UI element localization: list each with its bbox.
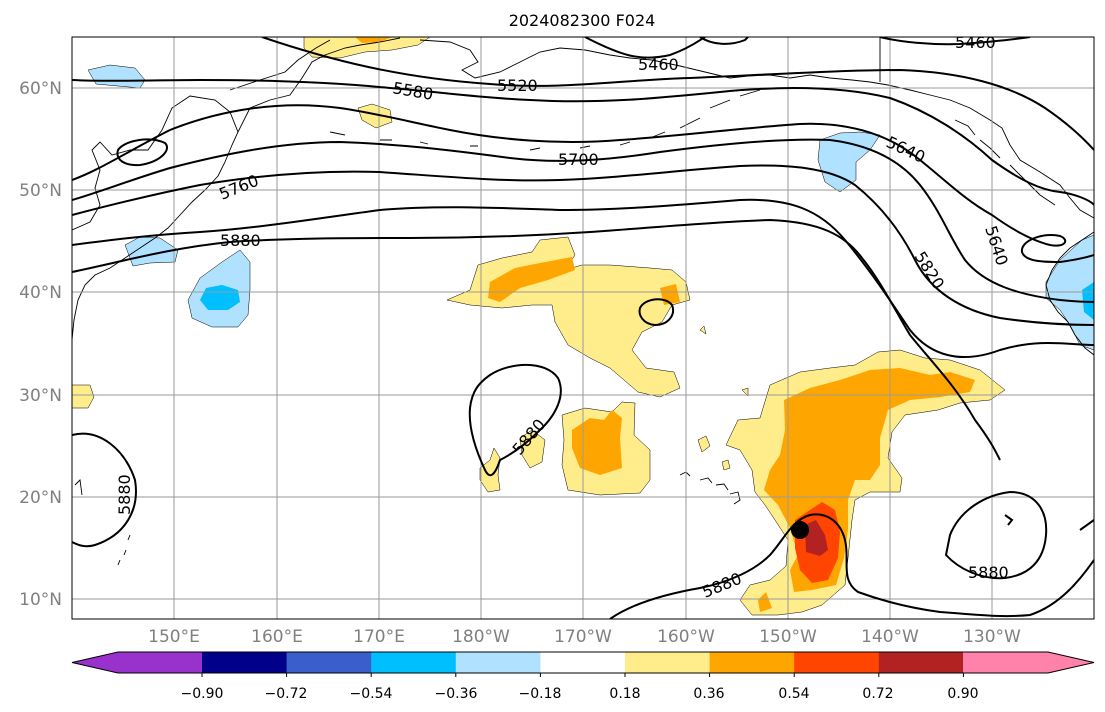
map-area: 5460 5460 5520 5580 5640 5640 5700 5760 … [72,33,1094,619]
colorbar-extend-low [72,652,118,673]
contour-5880-small-circle [638,298,674,327]
contour-5520 [261,37,1094,151]
coast-alaska-peninsula [651,59,889,86]
map-frame [71,36,1095,620]
colorbar-segment [118,652,202,673]
contour-5820 [72,198,1094,358]
yellow-area-west-edge [72,384,95,409]
orange-spot-south [758,592,772,612]
contour-5880-loop-left [72,432,137,548]
lon-label: 170°E [353,627,405,647]
yellow-area-small-north [357,103,393,129]
colorbar-tick-label: 0.72 [862,686,893,702]
colorbar-tick-label: 0.90 [947,686,978,702]
contour-5460 [584,37,706,59]
lon-label: 150°W [759,627,817,647]
contour-5700 [72,138,1094,303]
colorbar-segment [625,652,711,673]
colorbar-segment [540,652,626,673]
contour-5640 [72,104,1094,264]
colorbar-segment [963,652,1048,673]
small-yellow-islands [697,325,749,471]
orange-area-central-north [488,257,575,302]
coast-alaska-west [419,39,653,79]
coast-aleutians [329,89,761,151]
coast-bc-islands [954,119,1056,206]
blue-area-bering [87,64,146,89]
colorbar-segment [455,652,541,673]
contour-5760 [72,164,1094,326]
contour-5460-loop [699,37,749,45]
lon-label: 180°W [452,627,510,647]
colorbar-segment [794,652,880,673]
colorbar-segment [286,652,372,673]
colorbar-tick-label: −0.36 [435,686,478,702]
lon-label: 160°E [251,627,303,647]
contour-label: 5460 [955,33,996,52]
coast-alaska-gulf [887,84,1094,219]
chart-title: 2024082300 F024 [509,11,656,30]
colorbar-tick-label: −0.18 [519,686,562,702]
orange-area-central-south [572,410,622,475]
contour-label: 5880 [115,474,134,515]
colorbar-segments [71,651,1095,677]
blue-core-west-pacific [200,285,240,310]
contour-label: 5880 [220,231,261,250]
contour-5460-east [879,37,1031,46]
longitude-labels: 150°E 160°E 170°E 180°W 170°W 160°W 150°… [148,627,1021,647]
colorbar-tick-label: −0.90 [181,686,224,702]
contour-label: 5700 [558,150,599,169]
coast-kurils [74,479,131,566]
coastlines [72,37,1094,566]
colorbar-extend-high [1048,652,1094,673]
colorbar-tick-label: −0.72 [265,686,308,702]
lat-label: 50°N [19,181,62,201]
lon-label: 130°W [963,627,1021,647]
coast-chukotka [229,39,331,91]
contour-label: 5520 [497,76,538,95]
lon-label: 160°W [657,627,715,647]
lat-label: 40°N [19,283,62,303]
colorbar-tick-label: 0.54 [778,686,809,702]
colorbar-segment [202,652,288,673]
contour-5580 [72,78,1094,206]
yellow-area-small-left [479,447,501,493]
lat-label: 60°N [19,79,62,99]
colorbar-segment [709,652,795,673]
contour-label: 5880 [968,563,1009,582]
coast-siberia-kamchatka [72,95,239,341]
colorbar-tick-label: −0.54 [350,686,393,702]
contour-misc [1004,514,1094,531]
colorbar-tick-labels: −0.90 −0.72 −0.54 −0.36 −0.18 0.18 0.36 … [181,686,979,702]
lon-label: 150°E [148,627,200,647]
dark-red-core [805,520,828,556]
storm-center-dot [791,521,809,539]
colorbar-segment [878,652,964,673]
latitude-labels: 10°N 20°N 30°N 40°N 50°N 60°N [19,79,62,610]
colorbar: −0.90 −0.72 −0.54 −0.36 −0.18 0.18 0.36 … [71,651,1095,702]
colorbar-tick-label: 0.18 [609,686,640,702]
contour-5880-south [609,513,1094,619]
contour-label: 5460 [638,55,679,74]
colorbar-segment [371,652,457,673]
lat-label: 30°N [19,386,62,406]
lat-label: 10°N [19,590,62,610]
contour-5880-north [72,218,1001,461]
coast-siberia-east [237,37,401,133]
height-contours [72,37,1094,619]
lon-label: 140°W [861,627,919,647]
positive-anomaly-areas [72,37,1006,616]
lat-label: 20°N [19,488,62,508]
contour-5880-loop-right [944,490,1048,580]
colorbar-outline [71,651,1095,674]
contour-5880-loop-mid [468,363,562,477]
contour-5640-small [116,138,168,167]
yellow-area-small-mid [519,429,546,469]
colorbar-tick-label: 0.36 [693,686,724,702]
lon-label: 170°W [554,627,612,647]
orange-area-alaska-top [355,37,392,43]
